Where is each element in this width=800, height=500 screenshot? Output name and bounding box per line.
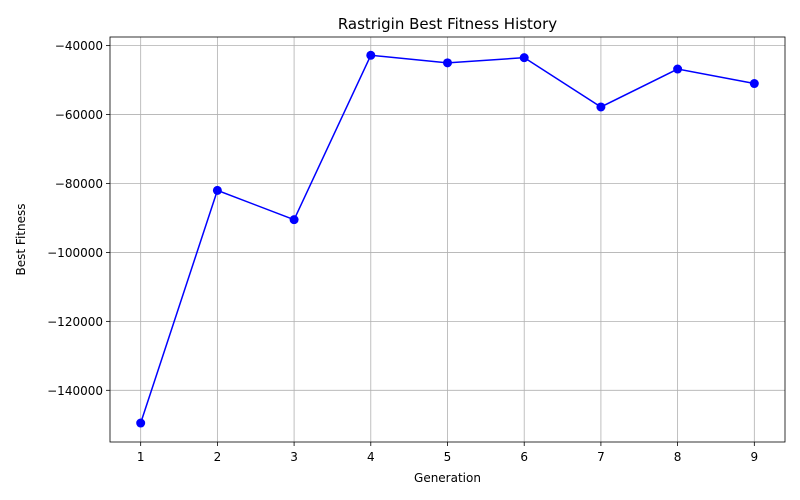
x-tick-label: 7 [597,450,605,464]
y-tick-label: −60000 [55,108,103,122]
y-tick-label: −100000 [47,246,103,260]
data-point [289,215,299,225]
data-point [136,418,146,428]
data-point [443,58,452,68]
y-tick-label: −120000 [47,315,103,329]
series-layer [136,50,759,428]
x-tick-label: 6 [520,450,528,464]
x-tick-label: 9 [750,450,758,464]
x-tick-label: 3 [290,450,298,464]
x-tick-label: 2 [214,450,222,464]
data-point [366,50,376,60]
chart-title: Rastrigin Best Fitness History [338,15,557,33]
grid [110,37,785,442]
data-point [212,185,222,195]
data-point [673,64,683,74]
x-axis-label: Generation [414,471,481,485]
y-tick-label: −40000 [55,39,103,53]
data-point [519,53,529,63]
x-tick-label: 4 [367,450,375,464]
y-tick-label: −140000 [47,384,103,398]
y-axis-label: Best Fitness [14,204,28,276]
x-tick-label: 5 [444,450,452,464]
y-tick-label: −80000 [55,177,103,191]
axis-ticks: 1 2 3 4 5 6 7 8 9 −140000 −120000 −100000 −80000 −600… [47,39,758,464]
data-point [749,79,759,89]
data-point [596,102,606,112]
x-tick-label: 8 [674,450,682,464]
x-tick-label: 1 [137,450,145,464]
